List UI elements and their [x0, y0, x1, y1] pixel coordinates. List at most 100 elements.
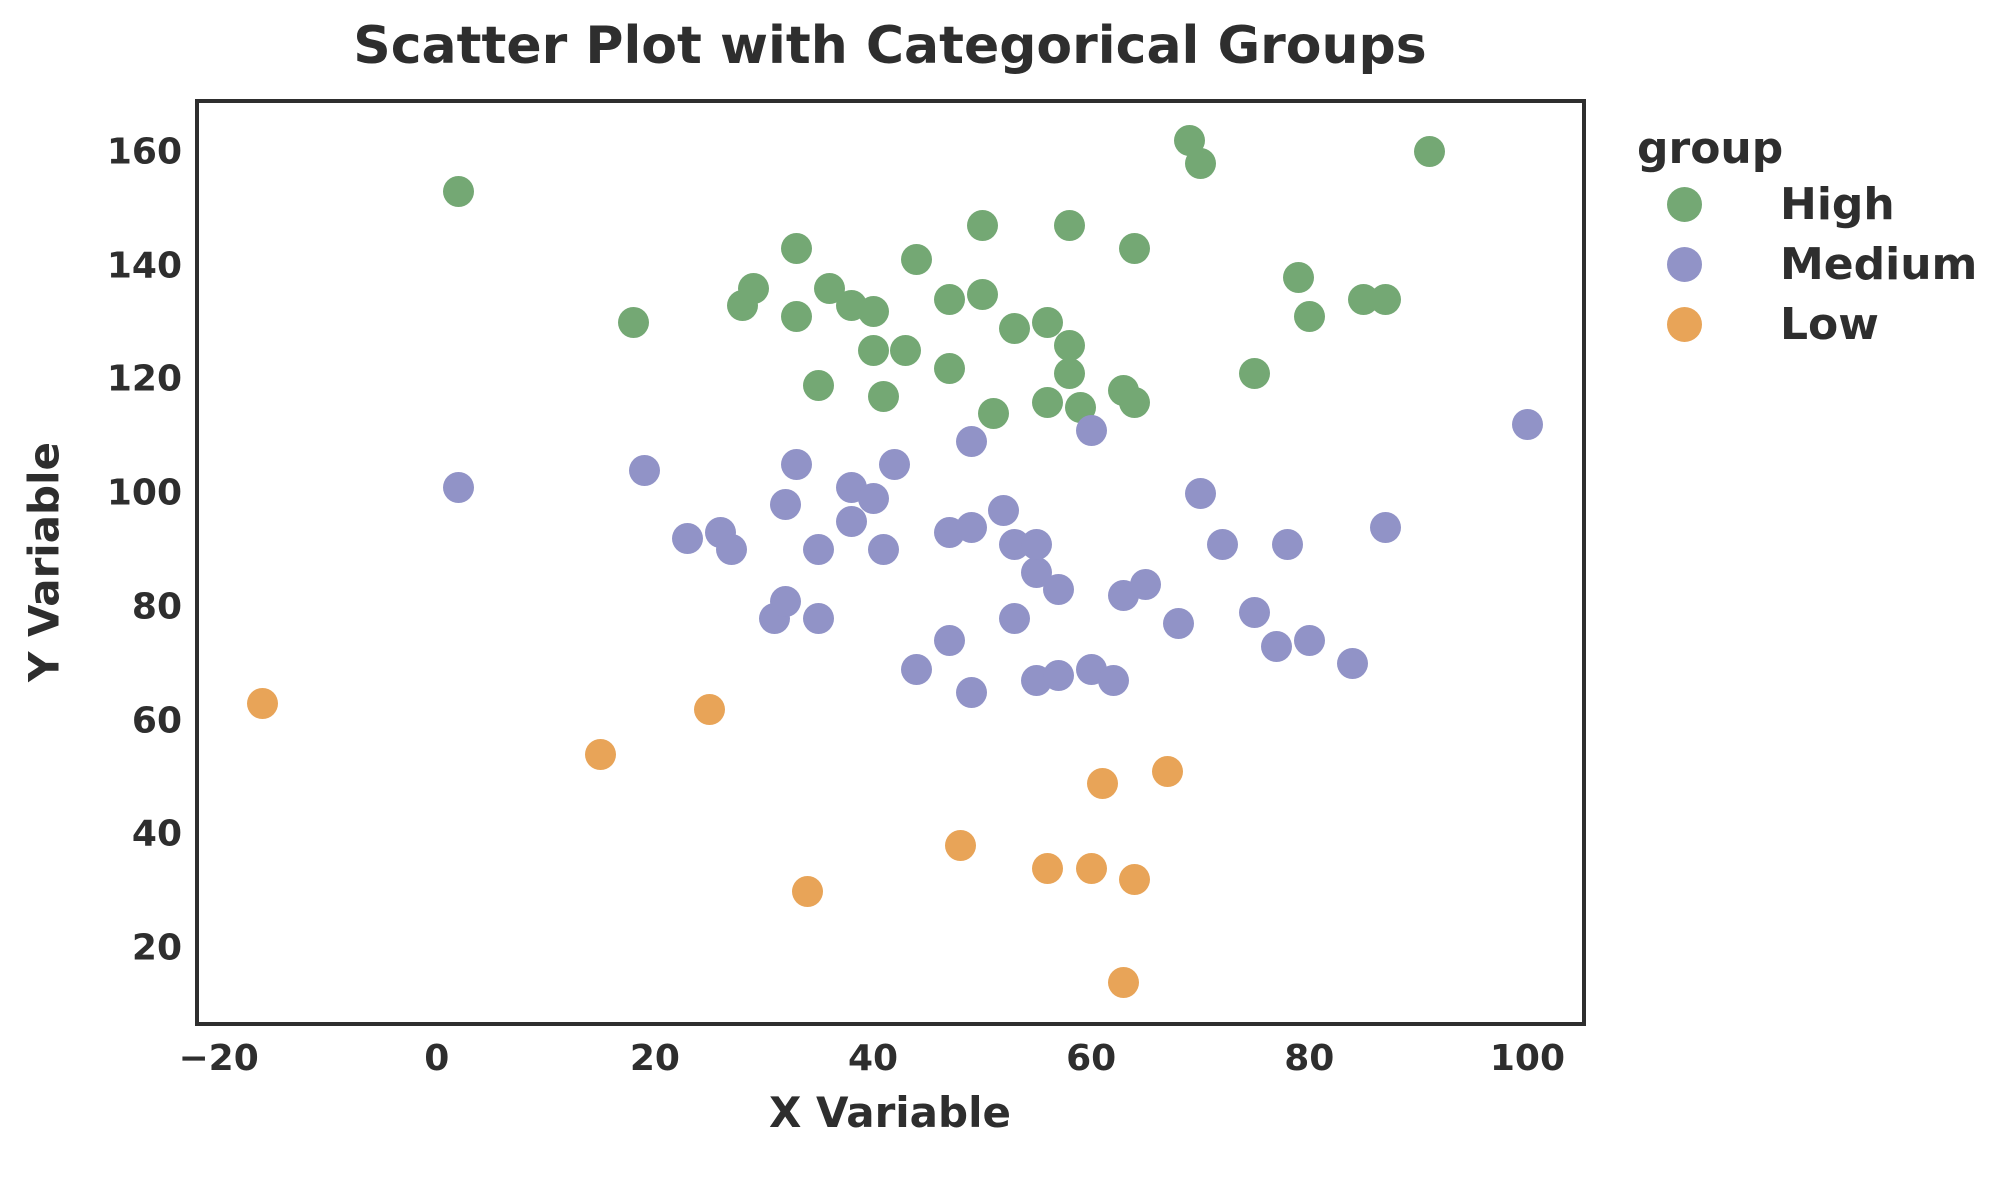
data-point-low — [693, 693, 725, 725]
data-point-medium — [1261, 631, 1293, 663]
data-point-high — [966, 278, 998, 310]
data-point-low — [944, 830, 976, 862]
data-point-medium — [868, 534, 900, 566]
data-point-high — [933, 352, 965, 384]
data-point-high — [890, 335, 922, 367]
data-point-low — [1032, 852, 1064, 884]
data-point-medium — [1184, 477, 1216, 509]
data-point-low — [1119, 864, 1151, 896]
data-point-medium — [628, 454, 660, 486]
data-point-medium — [443, 471, 475, 503]
data-point-medium — [715, 534, 747, 566]
legend-label: Low — [1780, 298, 1879, 350]
y-tick-label: 80 — [131, 586, 182, 628]
x-tick-label: 80 — [1284, 1038, 1335, 1079]
data-point-high — [901, 244, 933, 276]
data-point-high — [1053, 329, 1085, 361]
legend-label: High — [1780, 178, 1895, 230]
data-point-low — [1108, 966, 1140, 998]
data-point-high — [1119, 233, 1151, 265]
data-point-medium — [1511, 409, 1543, 441]
y-tick-label: 20 — [131, 927, 182, 969]
data-point-low — [1075, 852, 1107, 884]
y-tick-label: 100 — [106, 472, 182, 514]
data-point-medium — [770, 585, 802, 617]
data-point-high — [781, 301, 813, 333]
data-point-high — [617, 307, 649, 338]
data-point-medium — [803, 602, 834, 634]
data-point-medium — [955, 426, 987, 458]
data-point-medium — [1272, 528, 1303, 560]
data-point-high — [1239, 358, 1271, 390]
data-point-low — [792, 875, 824, 907]
data-point-low — [246, 688, 278, 720]
x-tick-label: 60 — [1066, 1038, 1117, 1079]
data-point-high — [803, 369, 834, 401]
data-point-high — [1282, 261, 1314, 293]
data-point-medium — [879, 449, 911, 481]
data-point-high — [1184, 147, 1216, 179]
data-point-medium — [955, 511, 987, 543]
legend-swatch-icon — [1667, 246, 1702, 282]
plot-title: Scatter Plot with Categorical Groups — [353, 16, 1427, 76]
data-point-high — [999, 312, 1031, 344]
x-tick-label: 100 — [1489, 1038, 1566, 1079]
legend-items: High Medium Low — [1637, 174, 2007, 354]
legend-title: group — [1637, 123, 1784, 174]
data-point-medium — [1206, 528, 1238, 560]
data-point-high — [443, 176, 475, 208]
data-point-medium — [857, 483, 889, 515]
x-tick-label: 40 — [847, 1038, 899, 1079]
data-point-medium — [1097, 665, 1129, 697]
data-point-medium — [1075, 415, 1107, 447]
data-point-low — [1086, 767, 1118, 799]
data-point-high — [1053, 358, 1085, 390]
data-point-medium — [988, 494, 1020, 526]
data-point-medium — [770, 488, 802, 520]
y-axis-label: Y Variable — [19, 442, 69, 682]
data-point-medium — [1162, 608, 1194, 640]
data-point-medium — [1042, 659, 1074, 691]
x-tick-label: 0 — [424, 1038, 450, 1079]
data-point-medium — [933, 625, 965, 657]
data-point-high — [977, 398, 1009, 429]
data-point-high — [1053, 210, 1085, 242]
data-point-medium — [1021, 528, 1053, 560]
data-point-medium — [672, 523, 704, 555]
data-point-high — [868, 380, 900, 412]
data-point-high — [933, 284, 965, 316]
data-point-medium — [1130, 568, 1162, 600]
legend-item-medium: Medium — [1637, 234, 2007, 294]
x-tick-label: 20 — [629, 1038, 680, 1079]
y-tick-label: 140 — [106, 245, 182, 287]
data-point-medium — [999, 602, 1031, 634]
data-point-medium — [1042, 574, 1074, 606]
data-point-low — [584, 739, 616, 771]
legend-swatch-icon — [1667, 306, 1702, 342]
data-point-medium — [803, 534, 834, 566]
data-point-medium — [1370, 511, 1402, 543]
data-point-high — [1032, 307, 1064, 338]
data-point-medium — [955, 676, 987, 708]
y-tick-label: 160 — [106, 131, 182, 173]
data-point-low — [1152, 756, 1184, 788]
legend-swatch-icon — [1667, 186, 1702, 222]
data-point-high — [1293, 301, 1325, 333]
data-point-medium — [1293, 625, 1325, 657]
data-point-medium — [1337, 648, 1369, 680]
data-point-medium — [835, 506, 867, 538]
data-point-medium — [1239, 597, 1271, 629]
data-point-high — [1370, 284, 1402, 316]
data-point-medium — [901, 653, 933, 685]
data-point-high — [1032, 386, 1064, 418]
legend-label: Medium — [1780, 238, 1978, 290]
data-point-high — [1413, 136, 1445, 168]
y-tick-label: 40 — [131, 813, 182, 855]
y-tick-label: 120 — [106, 358, 182, 400]
legend-item-high: High — [1637, 174, 2007, 234]
data-point-medium — [781, 449, 813, 481]
data-point-high — [781, 233, 813, 265]
data-point-high — [857, 295, 889, 327]
data-point-high — [737, 272, 769, 304]
